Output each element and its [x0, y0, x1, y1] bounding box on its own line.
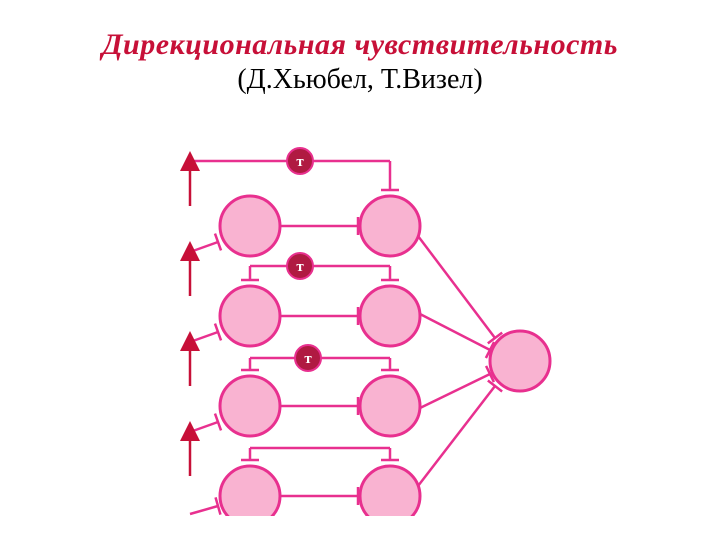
svg-text:т: т — [296, 259, 304, 275]
title-block: Дирекциональная чувствительность (Д.Хьюб… — [0, 0, 720, 96]
svg-text:т: т — [304, 351, 312, 367]
title-sub: (Д.Хьюбел, Т.Визел) — [0, 64, 720, 96]
network-svg: т т т — [0, 96, 720, 516]
title-main: Дирекциональная чувствительность — [0, 28, 720, 62]
diagram: т т т — [0, 96, 720, 516]
svg-text:т: т — [296, 154, 304, 170]
